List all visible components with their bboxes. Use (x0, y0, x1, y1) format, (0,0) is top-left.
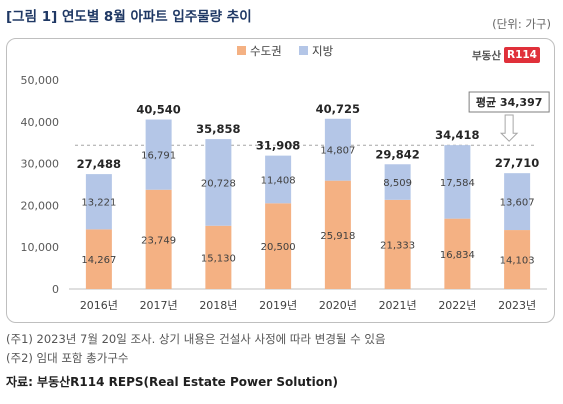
bar-segment-local (205, 139, 232, 226)
bar-segment-local (324, 118, 351, 181)
bar-segment-capital (265, 203, 292, 289)
unit-label: (단위: 가구) (492, 17, 551, 31)
footnote-1: (주1) 2023년 7월 20일 조사. 상기 내용은 건설사 사정에 따라 … (6, 332, 386, 346)
legend-swatch-capital (237, 46, 246, 55)
legend-label-capital: 수도권 (250, 44, 282, 58)
bar-segment-local (384, 164, 411, 200)
total-label: 34,418 (435, 128, 479, 142)
x-tick-label: 2017년 (140, 299, 178, 312)
total-label: 29,842 (375, 147, 419, 161)
x-tick-label: 2022년 (438, 299, 476, 312)
x-tick-label: 2023년 (498, 299, 536, 312)
data-label: 15,130 (201, 253, 236, 264)
bar-segment-local (265, 155, 292, 204)
legend-swatch-local (299, 46, 308, 55)
bar-segment-capital (444, 218, 471, 289)
bar-segment-capital (384, 199, 411, 289)
logo-badge: R114 (503, 47, 540, 63)
y-tick-label: 50,000 (21, 74, 60, 87)
bar-segment-local (444, 145, 471, 219)
data-label: 13,221 (81, 198, 116, 209)
data-label: 21,333 (380, 240, 415, 251)
legend-label-local: 지방 (312, 44, 334, 58)
total-label: 40,540 (136, 103, 180, 117)
source-credit: 자료: 부동산R114 REPS(Real Estate Power Solut… (6, 375, 339, 389)
total-label: 40,725 (316, 102, 360, 116)
total-label: 35,858 (196, 122, 240, 136)
bar-segment-local (85, 174, 112, 230)
y-tick-label: 40,000 (21, 116, 60, 129)
x-tick-label: 2020년 (319, 299, 357, 312)
x-tick-label: 2016년 (80, 299, 118, 312)
data-label: 17,584 (440, 178, 475, 189)
x-tick-label: 2021년 (379, 299, 417, 312)
total-label: 31,908 (256, 139, 300, 153)
chart-panel: 부동산 R114 0 10,000 20,000 30,000 40,000 50,000… (6, 38, 555, 323)
bar-segment-capital (504, 230, 531, 289)
data-label: 14,103 (500, 256, 535, 267)
average-callout-box (468, 91, 550, 113)
total-label: 27,488 (77, 157, 121, 171)
average-callout-text: 평균 34,397 (476, 95, 543, 109)
data-label: 20,500 (261, 242, 296, 253)
data-label: 14,807 (320, 146, 355, 157)
chart-title: [그림 1] 연도별 8월 아파트 입주물량 추이 (6, 9, 252, 25)
data-label: 13,607 (500, 198, 535, 209)
data-label: 20,728 (201, 178, 236, 189)
data-label: 8,509 (383, 178, 412, 189)
bar-segment-local (504, 173, 531, 231)
x-tick-label: 2019년 (259, 299, 297, 312)
average-callout-arrow (499, 114, 519, 142)
stacked-bar-chart: 0 10,000 20,000 30,000 40,000 50,000 14,267 13… (21, 44, 550, 312)
y-tick-label: 30,000 (21, 158, 60, 171)
data-label: 16,834 (440, 250, 475, 261)
data-label: 23,749 (141, 235, 176, 246)
y-tick-label: 0 (52, 283, 59, 296)
bar-segment-capital (324, 180, 351, 289)
bar-segment-local (145, 119, 172, 190)
brand-logo: 부동산 R114 (472, 47, 540, 63)
logo-text: 부동산 (472, 49, 501, 62)
total-label: 27,710 (495, 156, 539, 170)
x-tick-label: 2018년 (199, 299, 237, 312)
y-tick-label: 10,000 (21, 241, 60, 254)
data-label: 11,408 (261, 175, 296, 186)
bar-segment-capital (145, 189, 172, 289)
footnote-2: (주2) 임대 포함 총가구수 (6, 351, 129, 365)
data-label: 25,918 (320, 231, 355, 242)
bar-segment-capital (85, 229, 112, 289)
bar-segment-capital (205, 225, 232, 289)
y-tick-label: 20,000 (21, 199, 60, 212)
data-label: 16,791 (141, 151, 176, 162)
data-label: 14,267 (81, 255, 116, 266)
